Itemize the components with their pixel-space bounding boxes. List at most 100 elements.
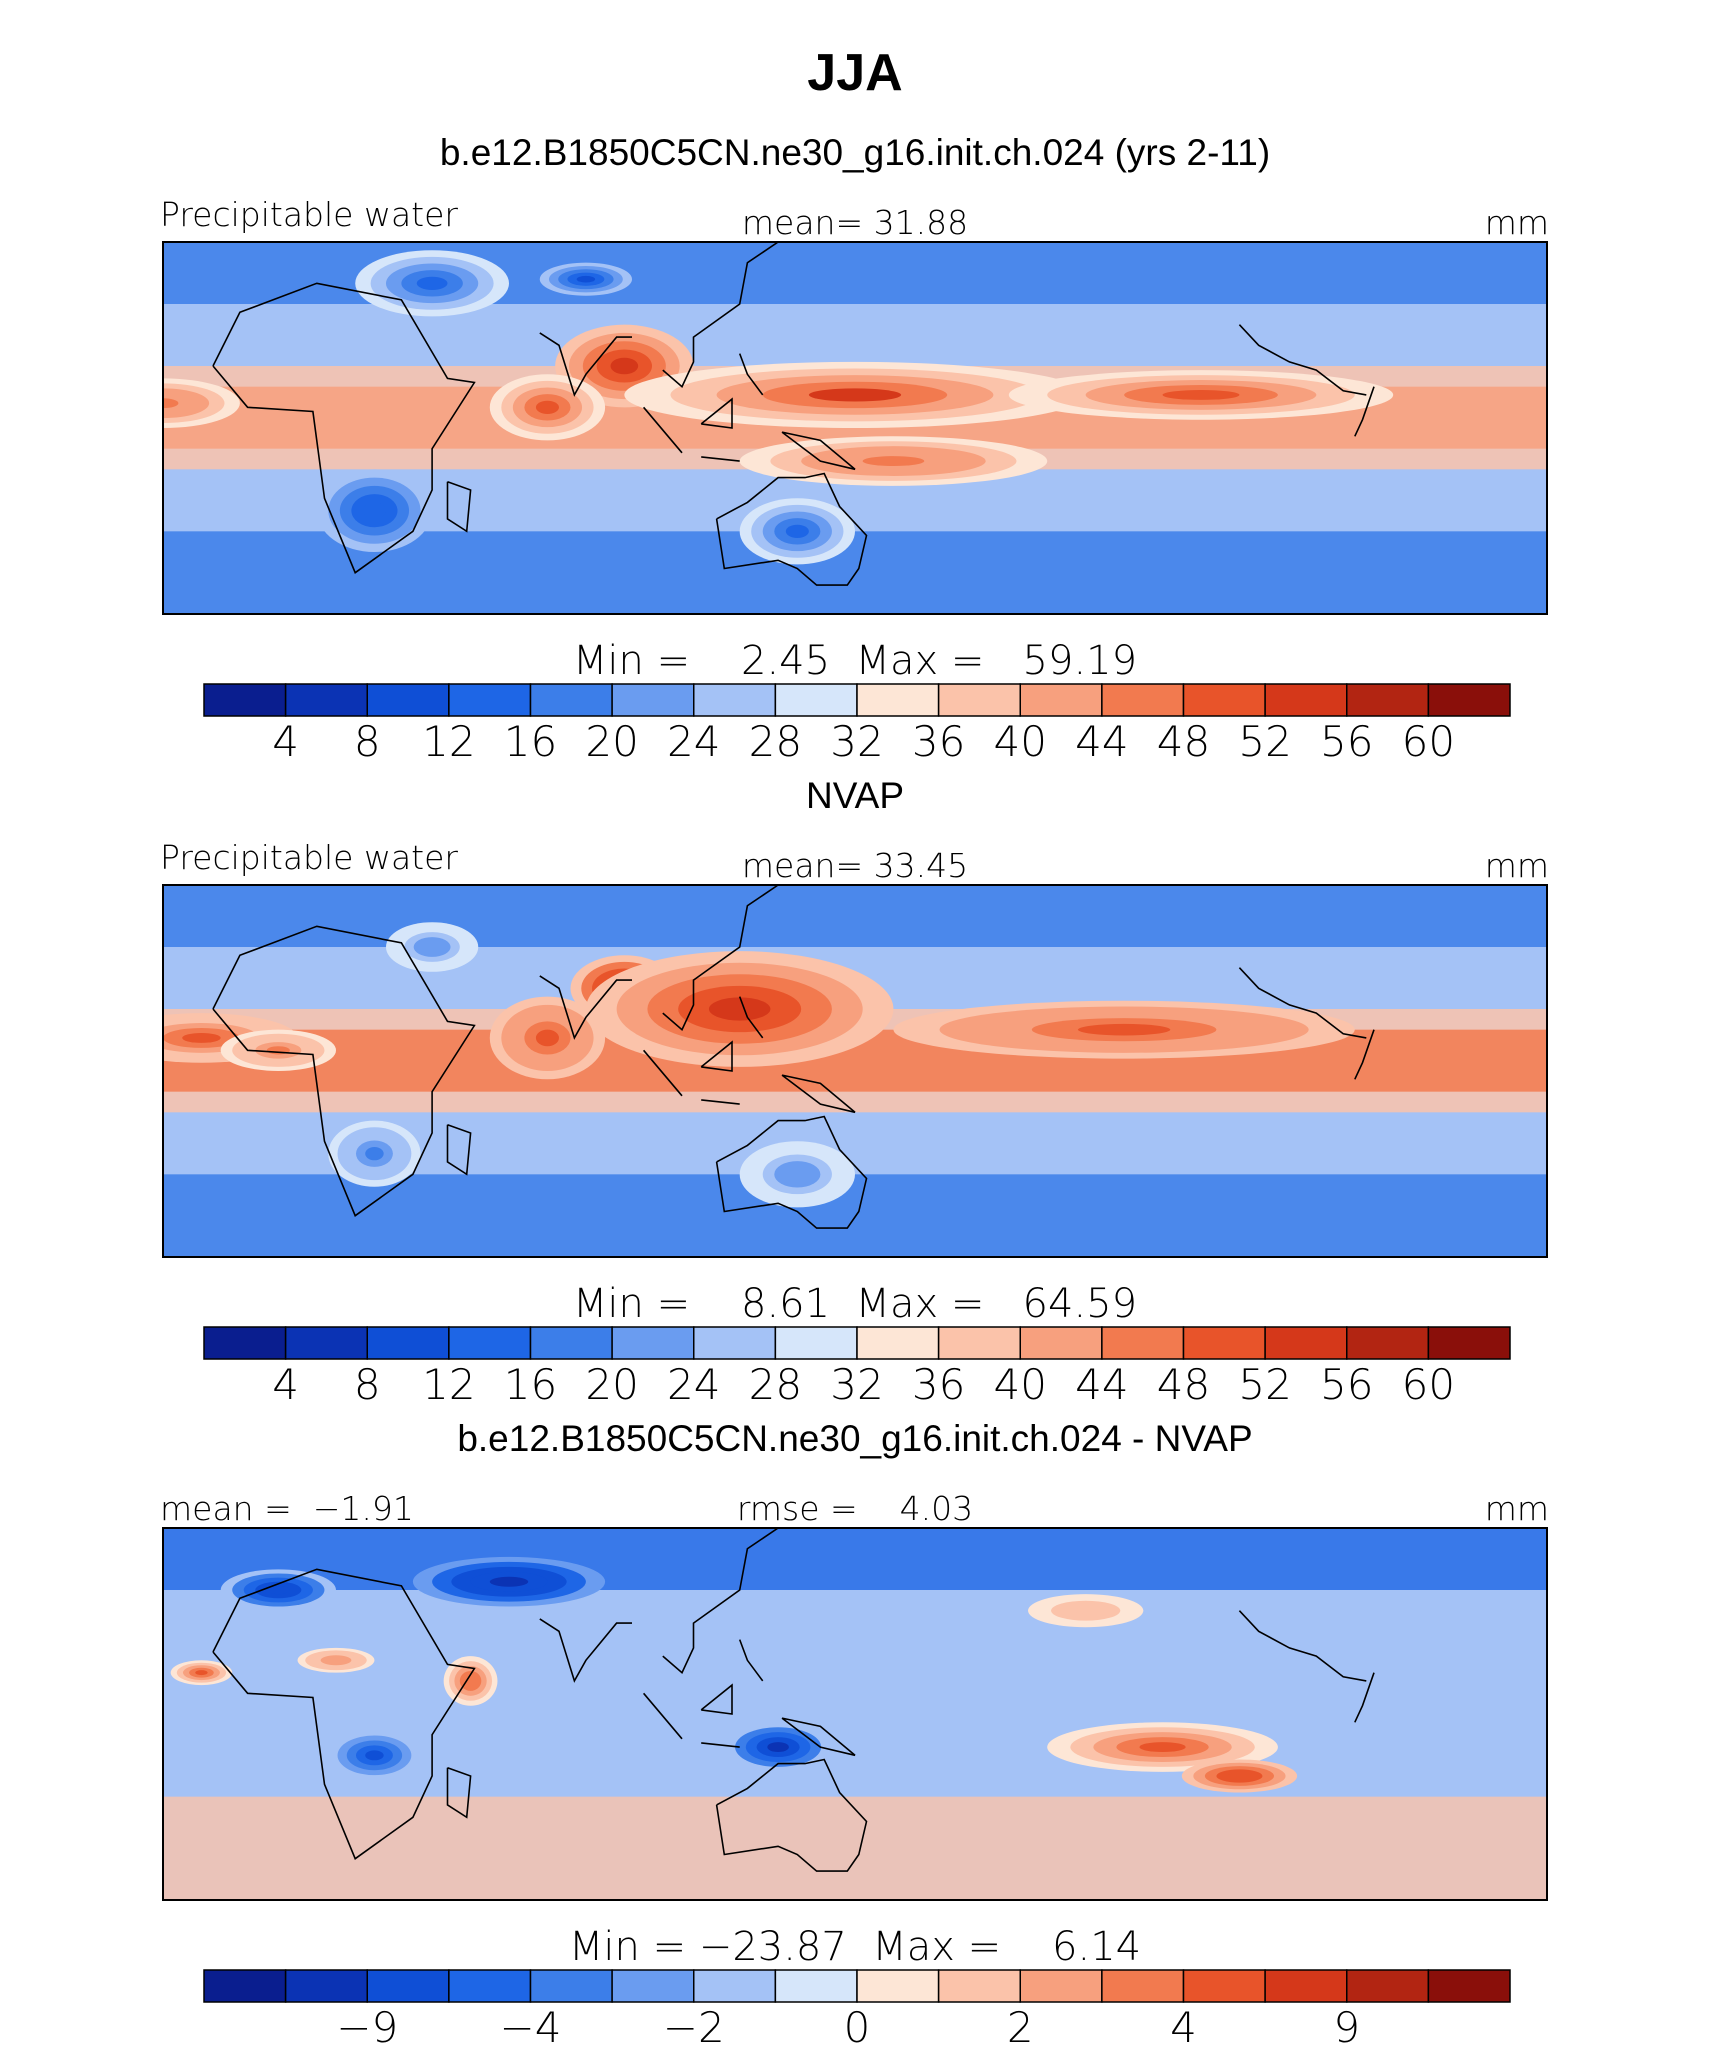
map-field bbox=[163, 885, 1547, 1257]
field-contour bbox=[328, 1657, 344, 1663]
colorbar-swatch bbox=[1019, 1969, 1103, 2003]
map-field bbox=[163, 242, 1547, 614]
coastline bbox=[539, 332, 632, 397]
colorbar-swatch bbox=[856, 683, 940, 717]
colorbar-swatch bbox=[1264, 1326, 1348, 1360]
panel-model: b.e12.B1850C5CN.ne30_g16.init.ch.024 (yr… bbox=[160, 132, 1549, 766]
colorbar-tick-label: 8 bbox=[354, 717, 381, 766]
coastline bbox=[700, 1683, 733, 1715]
coastline bbox=[1354, 1672, 1375, 1723]
field-contour bbox=[610, 357, 639, 375]
coastline bbox=[700, 397, 733, 429]
colorbar-swatch bbox=[366, 1969, 450, 2003]
colorbar-swatch bbox=[774, 1969, 858, 2003]
colorbar-swatch bbox=[611, 1326, 695, 1360]
center-label: mean= 33.45 bbox=[742, 846, 968, 885]
field-contour bbox=[489, 1576, 529, 1587]
colorbar-swatch bbox=[1427, 1969, 1511, 2003]
coastline bbox=[738, 353, 764, 396]
colorbar-swatch bbox=[1182, 683, 1266, 717]
colorbar-swatch bbox=[1101, 1326, 1185, 1360]
field-contour bbox=[416, 276, 448, 290]
coastline bbox=[212, 1568, 476, 1860]
colorbar-swatch bbox=[448, 1326, 532, 1360]
coastline bbox=[781, 1717, 856, 1757]
coastline bbox=[1238, 967, 1367, 1039]
colorbar-tick-label: 52 bbox=[1238, 1360, 1291, 1409]
colorbar-swatch bbox=[203, 1969, 287, 2003]
colorbar-swatch bbox=[284, 1969, 368, 2003]
colorbar-swatch bbox=[774, 1326, 858, 1360]
panel-title: NVAP bbox=[806, 775, 904, 816]
colorbar-tick-label: 8 bbox=[354, 1360, 381, 1409]
colorbar-tick-label: 28 bbox=[749, 717, 802, 766]
field-contour bbox=[808, 388, 902, 402]
colorbar-tick-label: 52 bbox=[1238, 717, 1291, 766]
minmax-label: Min = −23.87 Max = 6.14 bbox=[569, 1924, 1141, 1970]
colorbar-swatch bbox=[366, 1326, 450, 1360]
field-contour bbox=[862, 456, 925, 467]
colorbar-tick-label: 16 bbox=[504, 1360, 557, 1409]
coastline bbox=[701, 1099, 740, 1105]
panel-title: b.e12.B1850C5CN.ne30_g16.init.ch.024 - N… bbox=[457, 1418, 1252, 1459]
colorbar-tick-label: 32 bbox=[830, 1360, 883, 1409]
colorbar-swatch bbox=[1182, 1969, 1266, 2003]
field-contour bbox=[365, 1750, 384, 1761]
panel-title: b.e12.B1850C5CN.ne30_g16.init.ch.024 (yr… bbox=[440, 132, 1270, 173]
colorbar-tick-label: −4 bbox=[500, 2003, 562, 2052]
coastline bbox=[539, 975, 632, 1040]
coastline bbox=[539, 1618, 632, 1683]
field-contour bbox=[195, 1670, 208, 1676]
colorbar-swatch bbox=[529, 683, 613, 717]
field-contour bbox=[1139, 1742, 1186, 1753]
field-contour bbox=[535, 1029, 559, 1047]
colorbar-tick-label: 4 bbox=[272, 1360, 299, 1409]
colorbar-swatch bbox=[529, 1969, 613, 2003]
colorbar-tick-label: 40 bbox=[994, 1360, 1047, 1409]
field-contour bbox=[535, 400, 559, 414]
colorbar-tick-label: 48 bbox=[1157, 1360, 1210, 1409]
colorbar-swatch bbox=[1427, 1326, 1511, 1360]
colorbar-tick-label: 20 bbox=[585, 717, 638, 766]
coastline bbox=[1354, 1029, 1375, 1080]
colorbar-tick-label: 60 bbox=[1402, 717, 1455, 766]
colorbar-tick-label: −9 bbox=[336, 2003, 398, 2052]
coastline bbox=[642, 406, 683, 454]
colorbar-swatch bbox=[693, 1969, 777, 2003]
latitude-band bbox=[163, 1796, 1547, 1900]
coastline bbox=[700, 1040, 733, 1072]
colorbar-swatch bbox=[1264, 683, 1348, 717]
field-contour bbox=[785, 524, 809, 538]
colorbar-tick-label: 9 bbox=[1333, 2003, 1360, 2052]
field-contour bbox=[163, 398, 179, 409]
colorbar-swatch bbox=[203, 1326, 287, 1360]
latitude-band bbox=[163, 1528, 1547, 1590]
panel-observation: NVAP Precipitable water mean= 33.45 mm M… bbox=[160, 775, 1549, 1409]
colorbar-tick-label: 24 bbox=[667, 1360, 720, 1409]
colorbar-tick-label: 0 bbox=[844, 2003, 871, 2052]
colorbar: 4 8 12 16 20 24 28 32 36 40 44 48 52 56 60 bbox=[203, 1326, 1511, 1409]
field-contour bbox=[708, 997, 771, 1021]
colorbar-swatch bbox=[937, 683, 1021, 717]
colorbar-swatch bbox=[284, 1326, 368, 1360]
coastline bbox=[1354, 386, 1375, 437]
coastline bbox=[701, 456, 740, 462]
colorbar-swatch bbox=[611, 1969, 695, 2003]
colorbar-tick-label: 36 bbox=[912, 717, 965, 766]
colorbar-swatch bbox=[284, 683, 368, 717]
colorbar-swatch bbox=[1264, 1969, 1348, 2003]
colorbar-swatch bbox=[1427, 683, 1511, 717]
coastline bbox=[738, 1639, 764, 1682]
colorbar-swatch bbox=[856, 1326, 940, 1360]
field-contour bbox=[1162, 389, 1240, 400]
units-label: mm bbox=[1485, 203, 1549, 242]
field-contour bbox=[182, 1032, 221, 1043]
colorbar-tick-label: 4 bbox=[1170, 2003, 1197, 2052]
coastline bbox=[738, 996, 764, 1039]
coastline bbox=[642, 1049, 683, 1097]
left-label: Precipitable water bbox=[160, 195, 458, 234]
map-frame bbox=[162, 884, 1548, 1258]
field-contour bbox=[1227, 1772, 1251, 1780]
coastline bbox=[1238, 1610, 1367, 1682]
colorbar-swatch bbox=[937, 1326, 1021, 1360]
